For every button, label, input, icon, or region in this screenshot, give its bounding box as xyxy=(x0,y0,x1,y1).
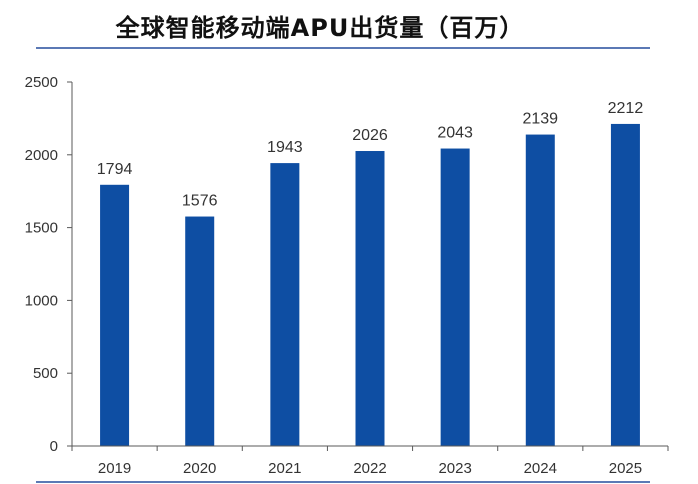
bar xyxy=(355,151,385,446)
y-tick-label: 1500 xyxy=(25,220,58,237)
x-tick-label: 2024 xyxy=(524,460,557,477)
x-tick-label: 2020 xyxy=(183,460,216,477)
x-tick-label: 2021 xyxy=(268,460,301,477)
y-tick-label: 2500 xyxy=(25,74,58,91)
y-tick-label: 0 xyxy=(50,438,58,455)
data-label: 2212 xyxy=(608,100,644,117)
title-divider xyxy=(36,47,650,49)
x-tick-label: 2019 xyxy=(98,460,131,477)
bar xyxy=(100,184,130,447)
y-tick-label: 500 xyxy=(33,365,58,382)
bar xyxy=(270,163,300,447)
data-label: 2043 xyxy=(437,125,473,142)
data-label: 1943 xyxy=(267,139,303,156)
data-label: 1794 xyxy=(97,161,133,178)
bar xyxy=(440,148,470,447)
data-label: 1576 xyxy=(182,193,218,210)
chart-title: 全球智能移动端APU出货量（百万） xyxy=(115,14,525,42)
bar xyxy=(185,216,215,446)
x-tick-label: 2025 xyxy=(609,460,642,477)
data-label: 2026 xyxy=(352,127,388,144)
y-tick-label: 1000 xyxy=(25,292,58,309)
bar xyxy=(525,134,555,447)
bottom-divider xyxy=(36,481,650,483)
y-tick-label: 2000 xyxy=(25,147,58,164)
bar xyxy=(610,123,640,446)
x-tick-label: 2022 xyxy=(353,460,386,477)
x-tick-label: 2023 xyxy=(438,460,471,477)
data-label: 2139 xyxy=(522,111,558,128)
